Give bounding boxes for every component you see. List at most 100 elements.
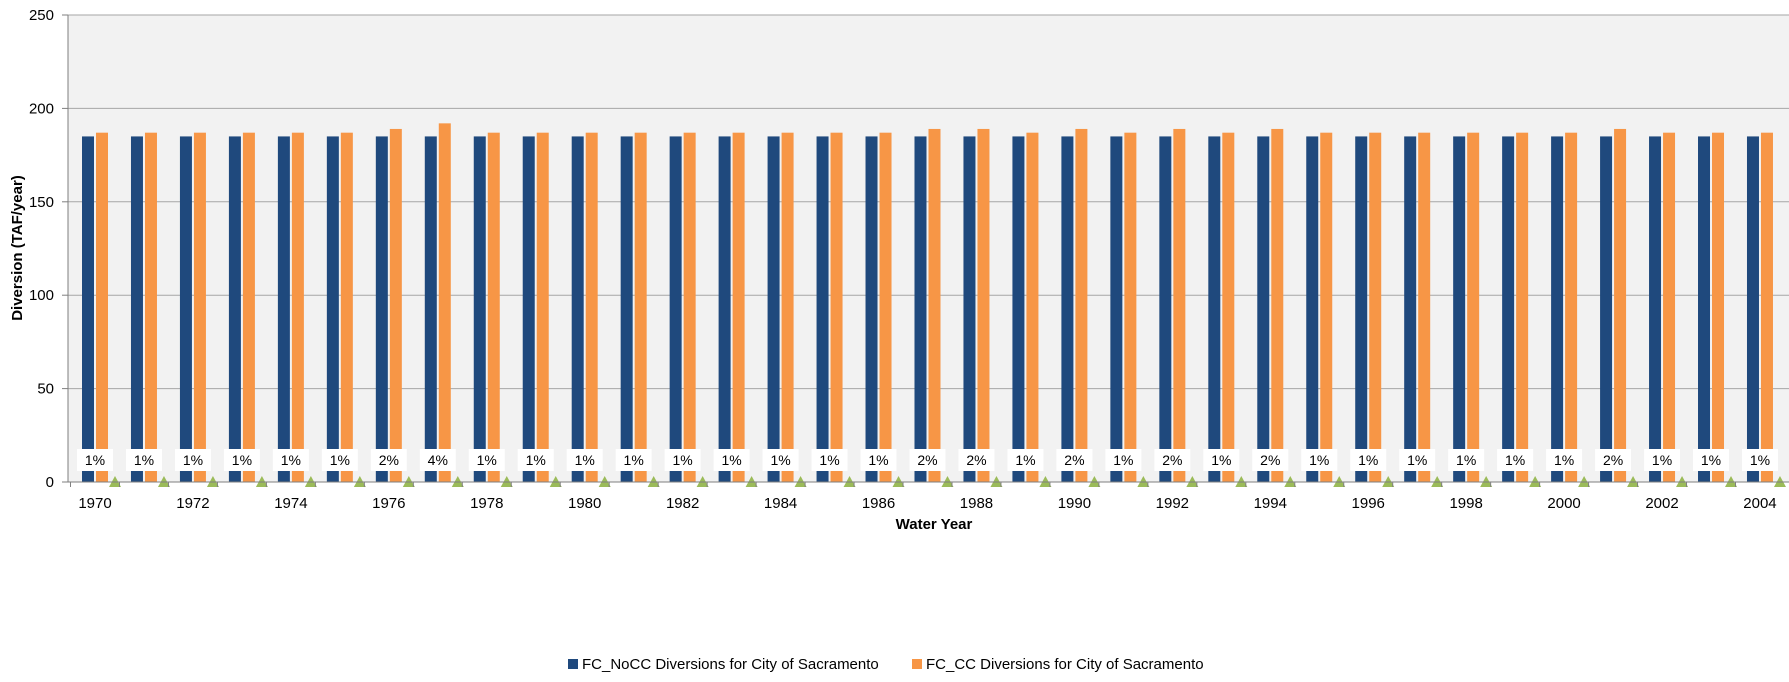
bar-cc <box>1467 132 1480 482</box>
legend-label-nocc: FC_NoCC Diversions for City of Sacrament… <box>582 656 879 673</box>
bar-cc <box>1026 132 1039 482</box>
percent-label: 1% <box>1211 452 1231 468</box>
bar-nocc <box>424 136 437 483</box>
bar-cc <box>438 123 451 483</box>
percent-label-box <box>419 449 456 471</box>
x-tick-label: 1984 <box>764 495 797 512</box>
bar-cc <box>879 132 892 482</box>
bar-cc <box>1320 132 1333 482</box>
bar-nocc <box>228 136 241 483</box>
bar-cc <box>1271 128 1284 482</box>
bar-nocc <box>1110 136 1123 483</box>
percent-label: 1% <box>1456 452 1476 468</box>
legend-swatch-nocc <box>568 659 578 669</box>
bar-cc <box>1075 128 1088 482</box>
bar-cc <box>144 132 157 482</box>
bar-cc <box>830 132 843 482</box>
percent-label-box <box>1399 449 1436 471</box>
bar-cc <box>389 128 402 482</box>
percent-label: 2% <box>966 452 986 468</box>
x-tick-label: 1994 <box>1254 495 1287 512</box>
bar-cc <box>1712 132 1725 482</box>
bar-nocc <box>1453 136 1466 483</box>
percent-label-box <box>321 449 358 471</box>
percent-label: 1% <box>330 452 350 468</box>
percent-label: 1% <box>477 452 497 468</box>
percent-label-box <box>762 449 799 471</box>
x-axis-title: Water Year <box>896 516 973 533</box>
percent-label-box <box>77 449 113 471</box>
percent-label-box <box>1007 449 1044 471</box>
x-tick-label: 1992 <box>1156 495 1189 512</box>
bar-nocc <box>669 136 682 483</box>
percent-label: 1% <box>673 452 693 468</box>
percent-label-box <box>272 449 309 471</box>
x-tick-label: 2004 <box>1743 495 1776 512</box>
bar-cc <box>340 132 353 482</box>
bar-cc <box>193 132 206 482</box>
percent-label: 1% <box>85 452 105 468</box>
percent-label: 1% <box>721 452 741 468</box>
percent-label-box <box>1105 449 1142 471</box>
bar-nocc <box>767 136 780 483</box>
percent-label-box <box>223 449 260 471</box>
x-tick-label: 1998 <box>1449 495 1482 512</box>
percent-label: 1% <box>281 452 301 468</box>
percent-label-box <box>1741 449 1778 471</box>
y-tick-labels: 0 50 100 150 200 250 <box>29 7 54 491</box>
bar-cc <box>1222 132 1235 482</box>
percent-label: 2% <box>917 452 937 468</box>
bar-nocc <box>277 136 290 483</box>
bar-nocc <box>130 136 143 483</box>
x-tick-labels: 1970 1972 1974 1976 1978 1980 1982 1984 1986 1988… <box>70 482 1777 512</box>
bar-nocc <box>1208 136 1221 483</box>
percent-label: 1% <box>624 452 644 468</box>
percent-label: 1% <box>819 452 839 468</box>
bar-nocc <box>1012 136 1025 483</box>
percent-label-box <box>174 449 211 471</box>
percent-label: 2% <box>1603 452 1623 468</box>
bar-nocc <box>1502 136 1515 483</box>
bar-nocc <box>82 136 94 483</box>
bar-cc <box>732 132 745 482</box>
percent-label-box <box>664 449 701 471</box>
percent-label: 1% <box>1407 452 1427 468</box>
x-tick-label: 1986 <box>862 495 895 512</box>
x-tick-label: 2002 <box>1645 495 1678 512</box>
percent-label-box <box>1154 449 1191 471</box>
bars <box>82 123 1773 483</box>
bar-cc <box>1369 132 1382 482</box>
percent-label: 1% <box>1652 452 1672 468</box>
bar-nocc <box>1257 136 1270 483</box>
percent-label-box <box>566 449 603 471</box>
bar-cc <box>1663 132 1676 482</box>
percent-label-box <box>713 449 750 471</box>
x-tick-label: 1980 <box>568 495 601 512</box>
x-tick-label: 1996 <box>1352 495 1385 512</box>
percent-label-box <box>1448 449 1485 471</box>
bar-nocc <box>963 136 976 483</box>
bar-nocc <box>1061 136 1074 483</box>
percent-label-box <box>860 449 897 471</box>
bar-cc <box>1173 128 1186 482</box>
percent-label: 1% <box>232 452 252 468</box>
percent-label: 2% <box>1064 452 1084 468</box>
percent-label-box <box>1546 449 1583 471</box>
bar-cc <box>1614 128 1627 482</box>
bar-nocc <box>522 136 535 483</box>
percent-label-box <box>1252 449 1289 471</box>
bar-cc <box>1418 132 1431 482</box>
bar-nocc <box>1355 136 1368 483</box>
percent-label: 2% <box>379 452 399 468</box>
bar-nocc <box>326 136 339 483</box>
x-tick-label: 1976 <box>372 495 405 512</box>
percent-label-box <box>468 449 505 471</box>
x-tick-label: 1974 <box>274 495 307 512</box>
percent-label-box <box>811 449 848 471</box>
legend: FC_NoCC Diversions for City of Sacrament… <box>568 656 1204 673</box>
percent-label-box <box>1203 449 1240 471</box>
percent-label: 2% <box>1162 452 1182 468</box>
bar-cc <box>683 132 696 482</box>
percent-label: 1% <box>1505 452 1525 468</box>
